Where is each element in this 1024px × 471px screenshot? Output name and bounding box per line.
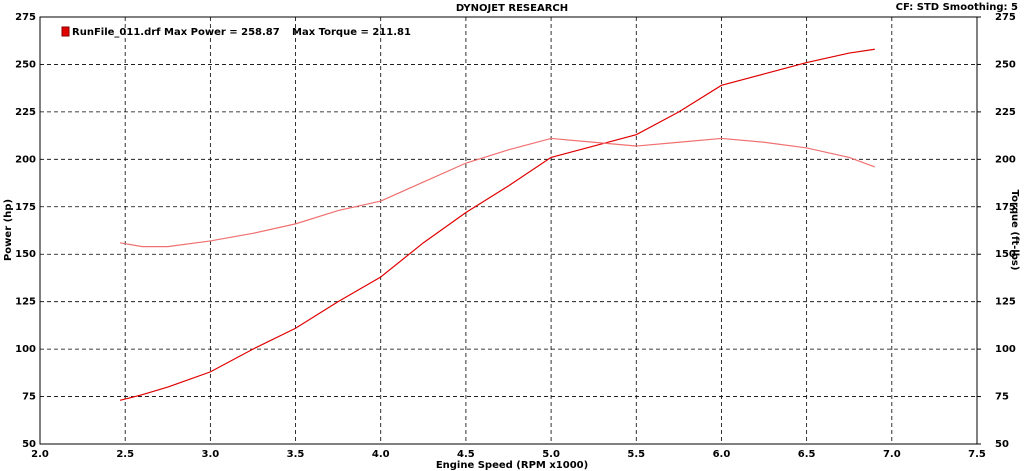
y2-tick-label: 100 <box>995 344 1016 355</box>
y2-tick-label: 75 <box>995 392 1009 403</box>
x-tick-label: 7.5 <box>968 449 986 460</box>
y-tick-label: 200 <box>15 154 36 165</box>
y-tick-label: 150 <box>15 249 36 260</box>
x-tick-label: 4.0 <box>372 449 390 460</box>
y2-tick-label: 125 <box>995 297 1016 308</box>
x-tick-label: 6.0 <box>713 449 731 460</box>
data-line <box>119 48 875 401</box>
x-tick-label: 2.5 <box>116 449 134 460</box>
plot-frame <box>39 16 978 445</box>
x-tick-label: 5.5 <box>627 449 645 460</box>
y-tick-label: 225 <box>15 107 36 118</box>
x-tick-label: 2.0 <box>31 449 49 460</box>
y2-tick-label: 250 <box>995 59 1016 70</box>
y2-tick-label: 225 <box>995 107 1016 118</box>
y2-axis-label: Torque (ft-lbs) <box>1009 190 1020 271</box>
chart-subtitle: CF: STD Smoothing: 5 <box>896 2 1018 13</box>
x-axis-label: Engine Speed (RPM x1000) <box>436 460 588 471</box>
y2-tick-label: 200 <box>995 154 1016 165</box>
y2-tick-label: 50 <box>995 439 1009 450</box>
x-tick-label: 7.0 <box>883 449 901 460</box>
legend-label: Max Torque = 211.81 <box>292 27 411 38</box>
y-tick-label: 250 <box>15 59 36 70</box>
y-tick-label: 50 <box>22 439 36 450</box>
chart-title: DYNOJET RESEARCH <box>456 3 568 14</box>
y-axis-label: Power (hp) <box>3 199 14 261</box>
x-tick-label: 4.5 <box>457 449 475 460</box>
x-tick-label: 3.5 <box>287 449 305 460</box>
y2-tick-label: 175 <box>995 202 1016 213</box>
data-line <box>119 137 875 248</box>
y2-tick-label: 275 <box>995 12 1016 23</box>
y-tick-label: 275 <box>15 12 36 23</box>
x-tick-label: 3.0 <box>202 449 220 460</box>
y2-tick-label: 150 <box>995 249 1016 260</box>
x-tick-label: 6.5 <box>798 449 816 460</box>
y-tick-label: 75 <box>22 392 36 403</box>
y-tick-label: 100 <box>15 344 36 355</box>
legend-swatch <box>61 26 70 37</box>
x-tick-label: 5.0 <box>542 449 560 460</box>
y-tick-label: 175 <box>15 202 36 213</box>
legend-label: RunFile_011.drf Max Power = 258.87 <box>72 27 280 38</box>
y-tick-label: 125 <box>15 297 36 308</box>
